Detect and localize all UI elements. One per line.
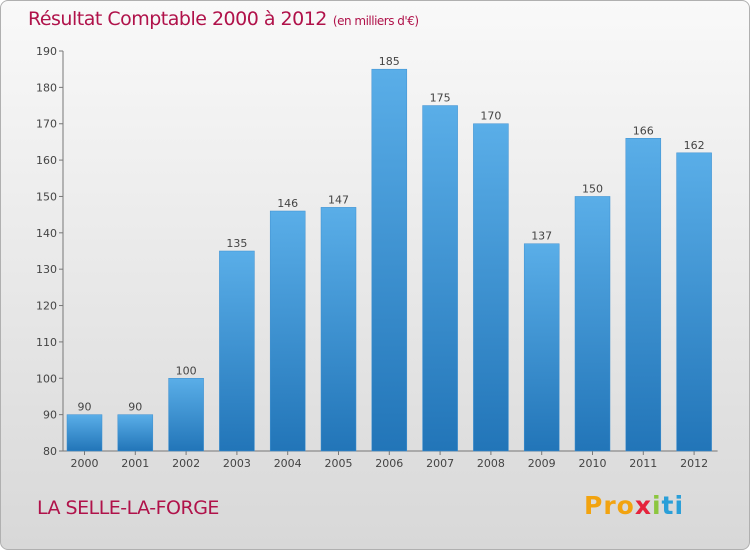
logo-part-2: x bbox=[634, 491, 652, 520]
bar-2005[interactable] bbox=[320, 207, 357, 452]
bar-2002[interactable] bbox=[168, 378, 204, 452]
value-label: 175 bbox=[430, 92, 451, 105]
y-tick-label: 160 bbox=[36, 154, 57, 167]
bar-2007[interactable] bbox=[422, 105, 458, 452]
y-tick-label: 110 bbox=[36, 336, 57, 349]
x-tick-label: 2002 bbox=[172, 457, 200, 470]
value-label: 150 bbox=[582, 182, 603, 195]
value-label: 162 bbox=[684, 139, 705, 152]
proxiti-logo[interactable]: Proxiti bbox=[584, 491, 684, 520]
x-tick-label: 2005 bbox=[325, 457, 353, 470]
x-tick-label: 2006 bbox=[375, 457, 403, 470]
bar-2009[interactable] bbox=[523, 243, 560, 452]
y-tick-label: 100 bbox=[36, 372, 57, 385]
value-label: 185 bbox=[379, 55, 400, 68]
chart-subtitle: (en milliers d'€) bbox=[332, 14, 419, 28]
bar-2008[interactable] bbox=[473, 123, 509, 452]
value-label: 135 bbox=[226, 237, 247, 250]
value-label: 100 bbox=[176, 364, 197, 377]
logo-part-4: ti bbox=[661, 491, 685, 520]
x-tick-label: 2003 bbox=[223, 457, 251, 470]
value-label: 170 bbox=[480, 110, 501, 123]
x-tick-label: 2009 bbox=[528, 457, 556, 470]
y-tick-label: 190 bbox=[36, 45, 57, 58]
x-tick-label: 2000 bbox=[71, 457, 99, 470]
logo-part-3: i bbox=[651, 491, 662, 520]
y-tick-label: 90 bbox=[43, 409, 57, 422]
value-label: 146 bbox=[277, 197, 298, 210]
bar-2006[interactable] bbox=[371, 68, 408, 452]
y-tick-label: 80 bbox=[43, 445, 57, 458]
y-tick-label: 150 bbox=[36, 190, 57, 203]
y-tick-label: 120 bbox=[36, 300, 57, 313]
x-tick-label: 2010 bbox=[579, 457, 607, 470]
x-tick-label: 2004 bbox=[274, 457, 302, 470]
x-tick-label: 2001 bbox=[121, 457, 149, 470]
value-label: 166 bbox=[633, 124, 654, 137]
chart-title: Résultat Comptable 2000 à 2012 (en millie… bbox=[28, 8, 419, 30]
value-label: 90 bbox=[78, 401, 92, 414]
chart-title-text: Résultat Comptable 2000 à 2012 bbox=[28, 8, 327, 30]
bar-2010[interactable] bbox=[574, 196, 611, 452]
bar-2011[interactable] bbox=[625, 138, 662, 452]
bar-2012[interactable] bbox=[676, 152, 712, 452]
logo-part-1: Pro bbox=[584, 491, 635, 520]
bar-2001[interactable] bbox=[117, 414, 154, 452]
commune-name: LA SELLE-LA-FORGE bbox=[37, 497, 219, 519]
x-tick-label: 2007 bbox=[426, 457, 454, 470]
value-label: 147 bbox=[328, 193, 349, 206]
x-tick-label: 2011 bbox=[629, 457, 657, 470]
x-tick-label: 2008 bbox=[477, 457, 505, 470]
bar-2000[interactable] bbox=[66, 414, 103, 452]
y-tick-label: 140 bbox=[36, 227, 57, 240]
bar-2004[interactable] bbox=[269, 210, 306, 452]
y-tick-label: 180 bbox=[36, 81, 57, 94]
value-label: 137 bbox=[531, 230, 552, 243]
value-label: 90 bbox=[128, 401, 142, 414]
bar-2003[interactable] bbox=[219, 250, 255, 452]
y-tick-label: 170 bbox=[36, 118, 57, 131]
x-tick-label: 2012 bbox=[680, 457, 708, 470]
y-tick-label: 130 bbox=[36, 263, 57, 276]
